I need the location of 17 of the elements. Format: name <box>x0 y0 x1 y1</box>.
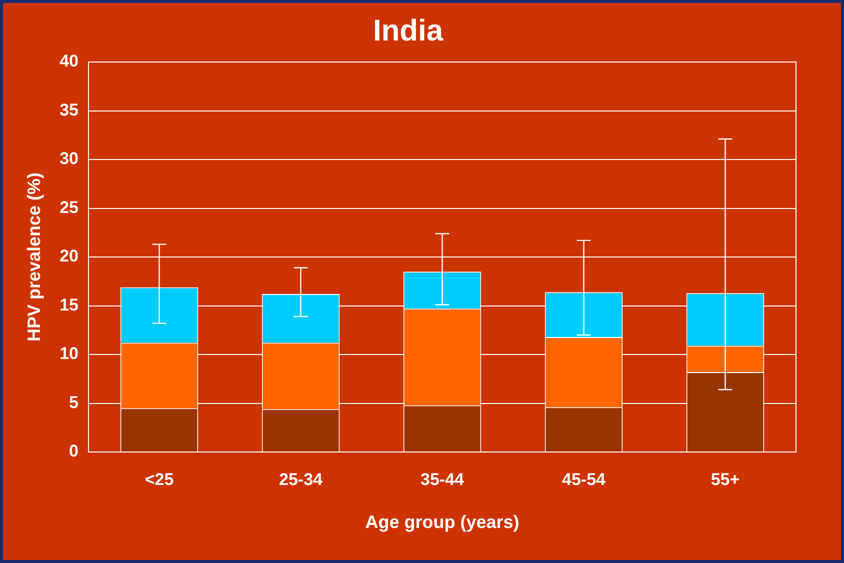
y-tick-label: 10 <box>60 344 79 364</box>
y-tick-label: 5 <box>69 392 79 412</box>
y-tick-label: 0 <box>69 442 79 461</box>
chart-title: India <box>372 14 444 48</box>
y-axis-title: HPV prevalence (%) <box>24 172 44 342</box>
x-tick-label: 45-54 <box>562 470 606 489</box>
x-tick-label: <25 <box>144 470 174 489</box>
x-tick-label: 25-34 <box>279 470 324 489</box>
y-tick-label: 40 <box>60 52 79 71</box>
x-axis-title: Age group (years) <box>365 512 520 532</box>
y-tick-label: 20 <box>60 246 79 266</box>
x-tick-label: 55+ <box>710 470 740 489</box>
y-tick-label: 30 <box>60 149 79 168</box>
x-tick-label: 35-44 <box>420 470 465 489</box>
y-tick-label: 15 <box>60 295 79 314</box>
y-tick-label: 25 <box>60 198 79 217</box>
y-tick-label: 35 <box>60 100 79 120</box>
